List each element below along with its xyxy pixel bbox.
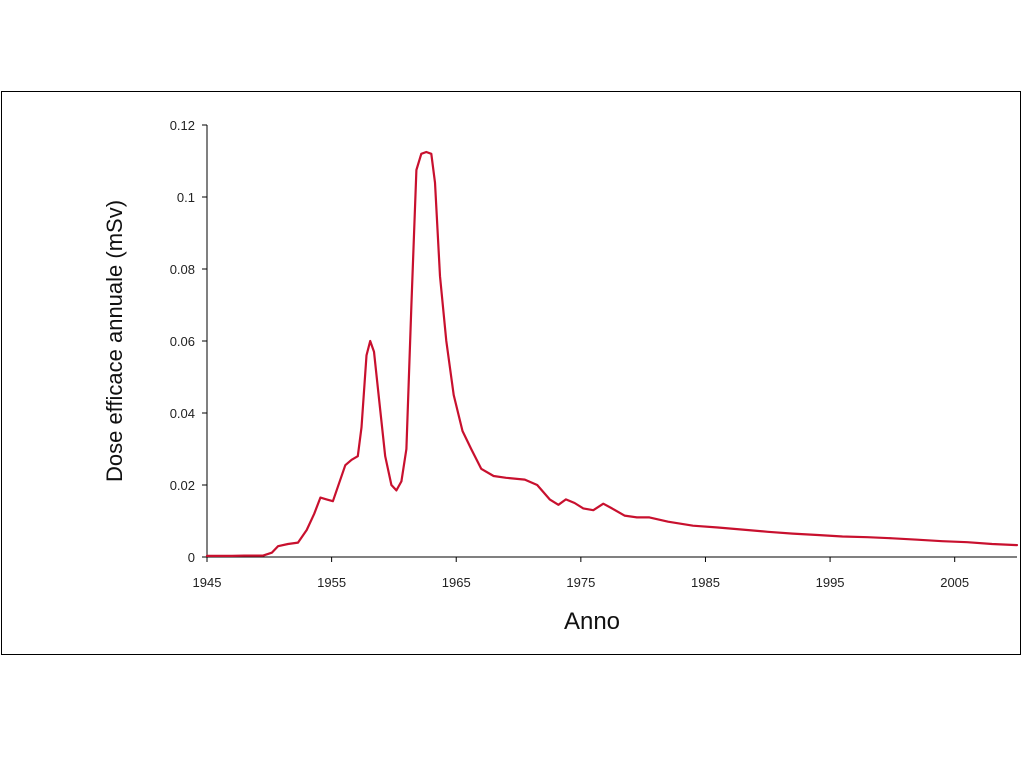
- x-tick-label: 1975: [566, 575, 595, 590]
- y-tick-label: 0.08: [170, 262, 195, 277]
- x-tick-label: 1985: [691, 575, 720, 590]
- y-tick-label: 0.04: [170, 406, 195, 421]
- chart-frame: 0 0.02 0.04 0.06 0.08 0.1 0.12 1945 1955 1965 197…: [1, 91, 1021, 655]
- dose-series-line: [205, 150, 1019, 557]
- y-tick-label: 0.02: [170, 478, 195, 493]
- y-ticks: 0 0.02 0.04 0.06 0.08 0.1 0.12: [170, 118, 207, 565]
- y-tick-label: 0.06: [170, 334, 195, 349]
- y-tick-label: 0: [188, 550, 195, 565]
- axes: [206, 125, 1017, 558]
- x-tick-label: 1965: [442, 575, 471, 590]
- x-ticks: 1945 1955 1965 1975 1985 1995 2005: [193, 557, 969, 590]
- x-tick-label: 1945: [193, 575, 222, 590]
- x-tick-label: 1955: [317, 575, 346, 590]
- x-axis-title: Anno: [564, 608, 620, 635]
- x-tick-label: 2005: [940, 575, 969, 590]
- dose-line-chart: 0 0.02 0.04 0.06 0.08 0.1 0.12 1945 1955 1965 197…: [102, 118, 1019, 635]
- y-tick-label: 0.12: [170, 118, 195, 133]
- y-axis-title: Dose efficace annuale (mSv): [102, 200, 127, 482]
- x-tick-label: 1995: [816, 575, 845, 590]
- y-tick-label: 0.1: [177, 190, 195, 205]
